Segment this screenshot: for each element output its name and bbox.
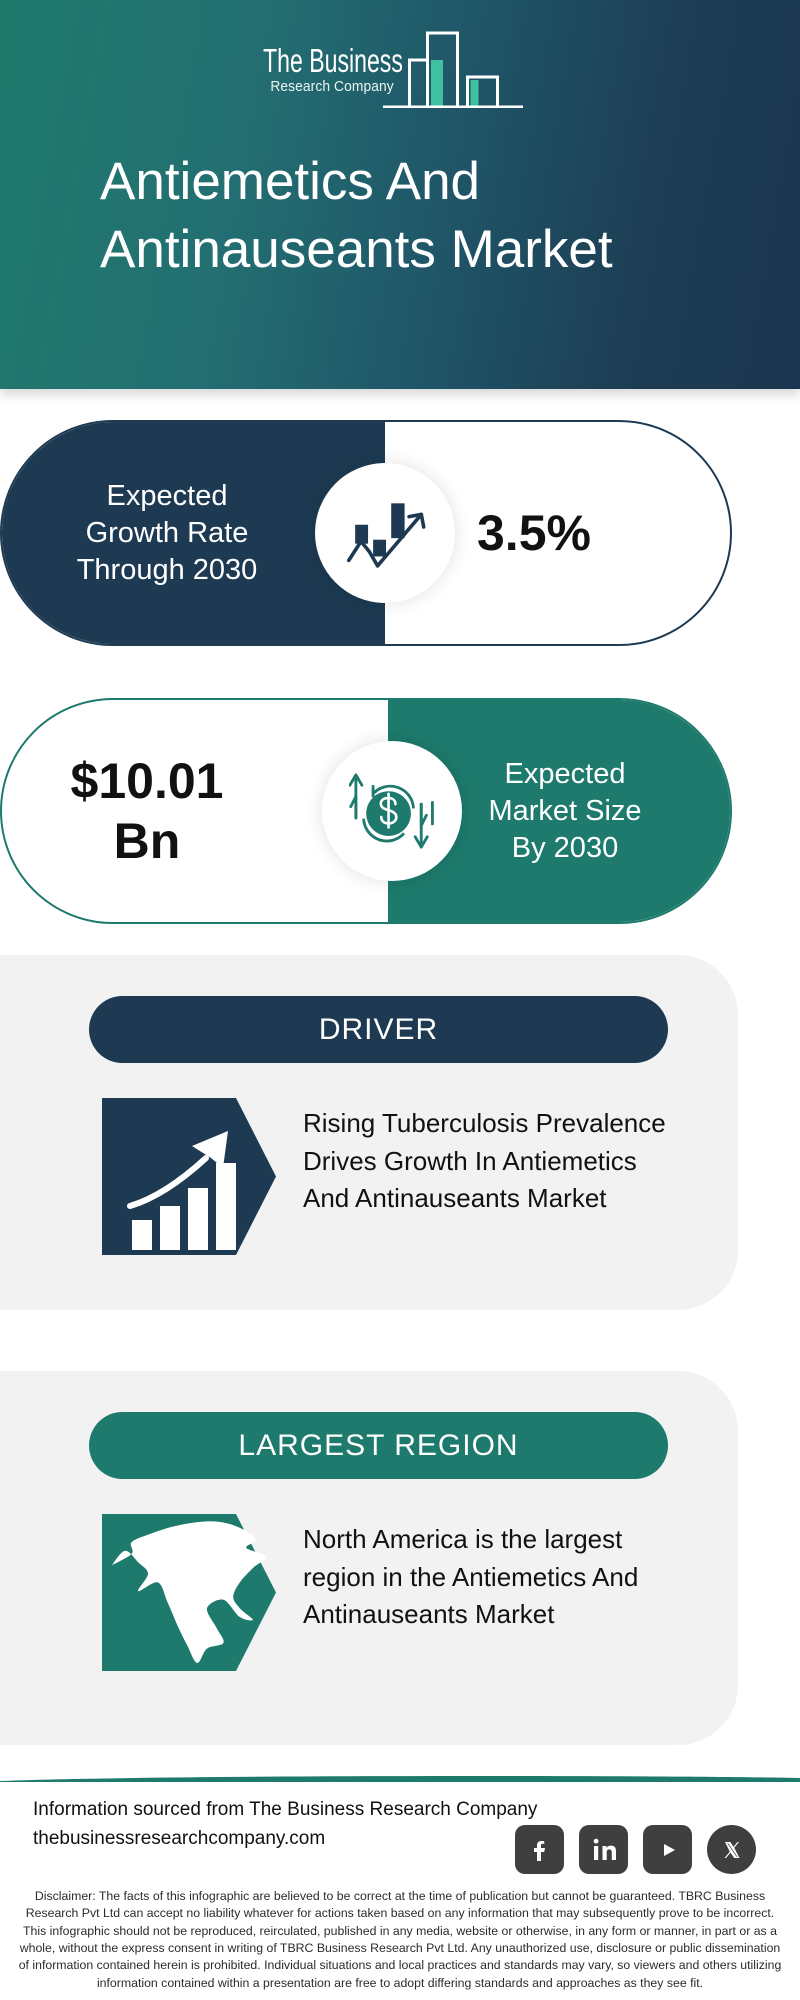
svg-text:The Business: The Business <box>263 43 403 80</box>
svg-text:Research Company: Research Company <box>270 79 394 96</box>
